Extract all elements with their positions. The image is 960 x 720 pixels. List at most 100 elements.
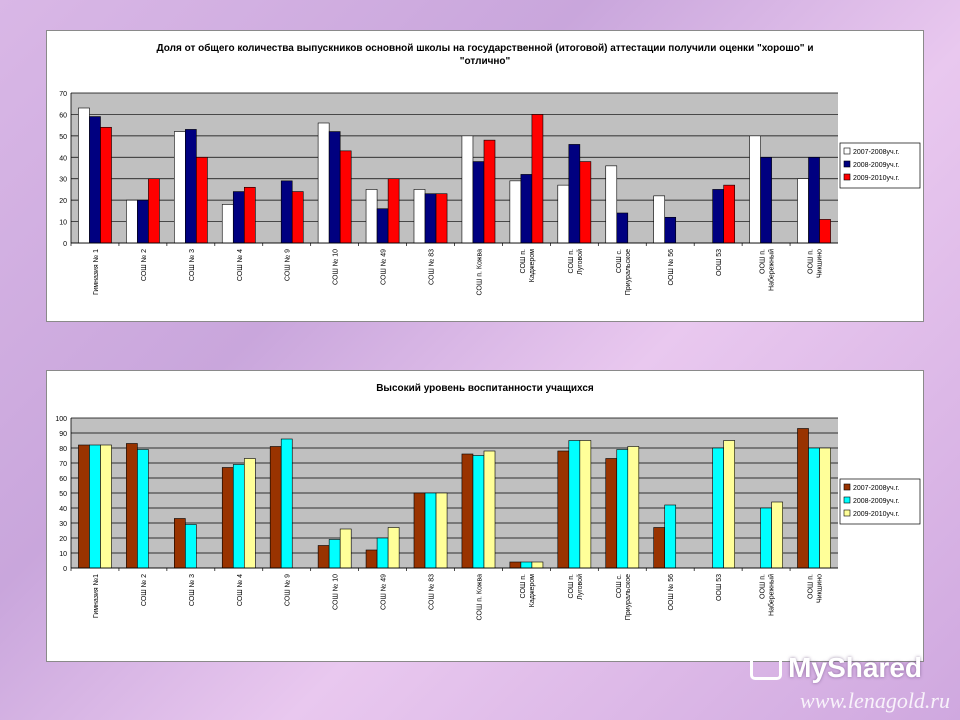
bar [174,518,186,569]
x-tick-label: СОШ с. [616,249,623,273]
bar [723,440,735,569]
bar [653,195,666,244]
bar [328,539,341,569]
x-tick-label: СОШ п. Кожва [476,249,483,296]
x-tick-label: СОШ № 9 [285,574,292,606]
bar [712,447,724,569]
x-tick-label: СОШ п. [568,574,575,598]
bar [808,447,820,569]
bar [568,440,581,569]
bar [148,178,160,244]
bar [185,524,197,569]
y-tick-label: 0 [63,241,67,248]
chart-svg-upbringing: Высокий уровень воспитанности учащихся 0 1… [55,383,921,621]
bar [760,507,772,569]
watermark-logo: MyShared [750,652,922,684]
x-tick-label: СОШ № 4 [237,574,244,606]
y-tick-label: 60 [59,112,67,119]
x-tick-label: СОШ № 2 [141,574,148,606]
x-tick-label: Чикшино [817,249,824,278]
x-tick-label: СОШ № 10 [333,574,340,610]
bar [137,449,149,569]
x-tick-label: ООШ п. [760,574,767,599]
bar [472,161,485,244]
bar [435,193,448,244]
x-tick-label: СОШ № 49 [381,249,388,285]
chart-title: "отлично" [460,56,511,67]
bar [317,545,330,569]
legend-label: 2007-2008уч.г. [853,485,899,492]
bar [365,189,378,244]
y-tick-label: 70 [59,91,67,98]
bar [483,139,496,244]
bar [339,528,352,569]
legend-swatch [843,147,851,155]
bar [280,180,293,244]
legend [839,142,921,189]
bar [89,116,101,244]
bar [605,458,618,569]
bar [797,178,809,244]
legend-label: 2008-2009уч.г. [853,162,899,169]
legend-swatch [843,173,851,181]
bar [387,527,400,569]
y-tick-label: 30 [59,177,67,184]
y-tick-label: 40 [59,506,67,513]
x-tick-label: СОШ с. [616,574,623,598]
chart-title: Высокий уровень воспитанности учащихся [376,383,594,394]
x-tick-label: СОШ п. Кожва [476,574,483,621]
x-tick-label: Каджером [529,574,536,607]
legend-label: 2009-2010уч.г. [853,175,899,182]
x-tick-label: СОШ № 3 [189,574,196,606]
bar [520,561,533,569]
bar [461,135,474,244]
bar [531,561,544,569]
x-tick-label: СОШ п. [520,249,527,273]
bar [568,144,581,244]
bar [616,449,629,569]
x-tick-label: Каджером [529,249,536,282]
bar [579,440,592,569]
bar [424,492,437,569]
bar [531,114,544,244]
y-tick-label: 80 [59,446,67,453]
x-tick-label: СОШ № 83 [429,574,436,610]
x-tick-label: Луговой [576,249,584,275]
bar [557,450,570,569]
chart-panel-upbringing: Высокий уровень воспитанности учащихся 0 1… [46,370,924,662]
x-tick-label: СОШ № 10 [333,249,340,285]
x-tick-label: ООШ п. [808,249,815,274]
y-tick-label: 70 [59,461,67,468]
bar [579,161,592,244]
bar [280,438,293,569]
y-tick-label: 20 [59,198,67,205]
bar [627,446,640,569]
legend-swatch [843,509,851,517]
x-tick-label: Набережный [768,249,776,291]
x-tick-label: СОШ п. [520,574,527,598]
y-tick-label: 40 [59,155,67,162]
bar [605,165,618,244]
bar [435,492,448,569]
bar [126,443,138,569]
bar [653,527,666,569]
x-tick-label: Чикшино [817,574,824,603]
bar [760,156,772,244]
legend-label: 2008-2009уч.г. [853,498,899,505]
x-tick-label: СОШ № 2 [141,249,148,281]
bar [376,208,389,244]
x-tick-label: СОШ № 49 [381,574,388,610]
bar [89,444,101,569]
y-tick-label: 10 [59,551,67,558]
x-tick-label: ООШ 53 [716,574,723,601]
x-tick-label: СОШ № 9 [285,249,292,281]
bar [472,455,485,569]
x-tick-label: СОШ № 3 [189,249,196,281]
bar [100,126,112,244]
bar [78,107,90,244]
bar [100,444,112,569]
presentation-icon [750,652,783,680]
bar [137,199,149,244]
bar [328,131,341,244]
bar [365,549,378,569]
